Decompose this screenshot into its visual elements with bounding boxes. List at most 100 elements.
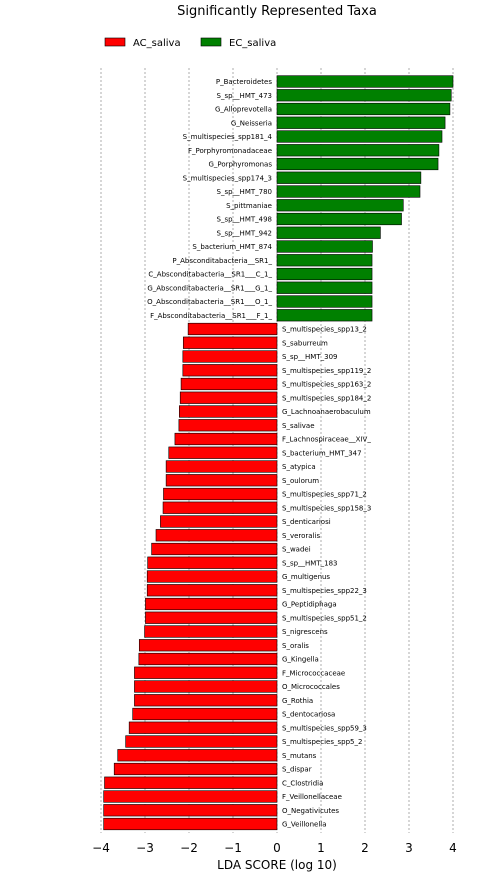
bar-label: S_pittmaniae	[226, 202, 272, 210]
bar-s-multispecies-spp51-2	[145, 611, 278, 624]
bar-label: S_denticariosi	[282, 518, 331, 526]
bar-label: O_Absconditabacteria__SR1___O_1_	[147, 298, 272, 306]
bar-c-clostridia	[104, 776, 278, 789]
bar-label: F_Veillonellaceae	[282, 793, 342, 801]
legend-label-ec-saliva: EC_saliva	[229, 38, 276, 49]
bar-f-absconditabacteria-sr1-f-1	[276, 309, 373, 322]
bar-c-absconditabacteria-sr1-c-1	[276, 267, 373, 281]
x-tick-label: 2	[361, 841, 369, 855]
bar-s-sp-hmt-780	[276, 185, 421, 198]
bar-s-multispecies-spp5-2	[125, 735, 278, 748]
bar-label: S_multispecies_spp119_2	[282, 367, 371, 375]
bar-g-multigenus	[146, 570, 278, 583]
bar-label: S_sp__HMT_309	[282, 353, 337, 361]
bar-s-multispecies-spp163-2	[180, 377, 278, 391]
bar-label: S_multispecies_spp59_3	[282, 724, 367, 732]
bar-g-porphyromonas	[276, 157, 439, 171]
bar-label: G_Peptidiphaga	[282, 601, 337, 609]
x-axis-ticks: −4 −3 −2 −1 0 1 2 3 4	[92, 841, 457, 855]
bar-g-peptidiphaga	[145, 597, 278, 611]
bar-s-multispecies-spp119-2	[182, 364, 278, 377]
bar-label: S_nigrescens	[282, 628, 328, 636]
bar-s-saburreum	[182, 336, 278, 349]
bar-s-oralis	[138, 639, 278, 652]
bar-s-dispar	[113, 762, 278, 776]
bar-s-bacterium-hmt-347	[168, 446, 278, 459]
bar-label: S_wadei	[282, 546, 311, 554]
chart-legend: AC_saliva EC_saliva	[104, 37, 276, 49]
bar-label: G_Lachnoanaerobaculum	[282, 408, 371, 416]
bar-s-wadei	[151, 542, 278, 556]
bar-label: S_multispecies_spp22_3	[282, 587, 367, 595]
bar-s-sp-hmt-473	[276, 89, 452, 102]
bar-label: S_oralis	[282, 642, 309, 650]
bar-label: S_salivae	[282, 422, 315, 430]
bar-g-rothia	[134, 694, 278, 707]
bar-f-micrococcaceae	[134, 666, 278, 679]
bar-g-absconditabacteria-sr1-g-1	[276, 281, 373, 294]
bar-label: S_veroralis	[282, 532, 320, 540]
bar-p-bacteroidetes	[276, 75, 454, 88]
bar-label: S_sp__HMT_473	[217, 92, 272, 100]
bar-s-dentocariosa	[132, 707, 278, 721]
bar-label: S_sp__HMT_780	[217, 188, 272, 196]
bar-label: S_bacterium_HMT_347	[282, 449, 362, 457]
bar-label: S_bacterium_HMT_874	[192, 243, 272, 251]
bar-s-multispecies-spp59-3	[128, 721, 278, 734]
x-axis-label: LDA SCORE (log 10)	[217, 858, 337, 872]
bar-label: G_Kingella	[282, 656, 319, 664]
x-tick-label: −3	[136, 841, 154, 855]
bar-s-sp-hmt-942	[276, 226, 381, 239]
bar-s-pittmaniae	[276, 199, 404, 212]
bar-p-absconditabacteria-sr1	[276, 254, 373, 267]
bar-label: S_multispecies_spp51_2	[282, 614, 367, 622]
bar-label: G_Porphyromonas	[208, 161, 272, 169]
bar-s-denticariosi	[160, 515, 278, 528]
bar-g-lachnoanaerobaculum	[179, 405, 278, 418]
bar-label: S_saburreum	[282, 339, 328, 347]
x-tick-label: −1	[224, 841, 242, 855]
bar-s-sp-hmt-183	[147, 556, 278, 569]
bar-label: P_Absconditabacteria__SR1_	[172, 257, 272, 265]
bar-label: S_oulorum	[282, 477, 319, 485]
bar-s-nigrescens	[144, 625, 278, 638]
bar-label: F_Lachnospiraceae__XIV_	[282, 436, 371, 444]
bar-label: S_sp__HMT_942	[217, 229, 272, 237]
bar-label: S_multispecies_spp71_2	[282, 491, 367, 499]
bar-label: S_multispecies_spp13_2	[282, 326, 367, 334]
bar-label: O_Negativicutes	[282, 807, 339, 815]
bar-label: S_dentocariosa	[282, 711, 335, 719]
x-tick-label: 3	[405, 841, 413, 855]
legend-swatch-ec-saliva	[200, 37, 222, 47]
bar-label: S_sp__HMT_183	[282, 559, 337, 567]
bar-f-porphyromonadaceae	[276, 144, 440, 157]
bar-label: G_Rothia	[282, 697, 313, 705]
x-tick-label: 1	[317, 841, 325, 855]
bar-label: F_Micrococcaceae	[282, 669, 345, 677]
bar-label: G_Absconditabacteria__SR1___G_1_	[147, 284, 272, 292]
bar-label: S_multispecies_spp174_3	[183, 174, 272, 182]
bar-g-kingella	[138, 652, 278, 666]
bar-s-sp-hmt-498	[276, 212, 402, 226]
bar-label: S_multispecies_spp158_3	[282, 504, 371, 512]
bar-o-micrococcales	[134, 680, 278, 693]
bar-label: C_Absconditabacteria__SR1___C_1_	[148, 271, 272, 279]
bar-labels: P_Bacteroidetes S_sp__HMT_473 G_Alloprevot…	[147, 78, 371, 829]
bar-label: F_Porphyromonadaceae	[188, 147, 272, 155]
bar-label: O_Micrococcales	[282, 683, 340, 691]
bar-o-absconditabacteria-sr1-o-1	[276, 295, 373, 308]
bar-s-multispecies-spp22-3	[146, 584, 278, 597]
bar-label: G_multigenus	[282, 573, 330, 581]
bar-s-oulorum	[165, 474, 278, 487]
bar-g-veillonella	[103, 817, 278, 831]
bar-label: S_multispecies_spp5_2	[282, 738, 362, 746]
bar-label: G_Neisseria	[231, 119, 272, 127]
bar-s-multispecies-spp13-2	[187, 322, 278, 336]
x-tick-label: 0	[273, 841, 281, 855]
bar-s-veroralis	[155, 529, 278, 542]
bar-label: S_multispecies_spp181_4	[183, 133, 273, 141]
bar-s-multispecies-spp181-4	[276, 130, 443, 143]
bar-label: S_multispecies_spp163_2	[282, 381, 371, 389]
bars	[103, 75, 454, 831]
